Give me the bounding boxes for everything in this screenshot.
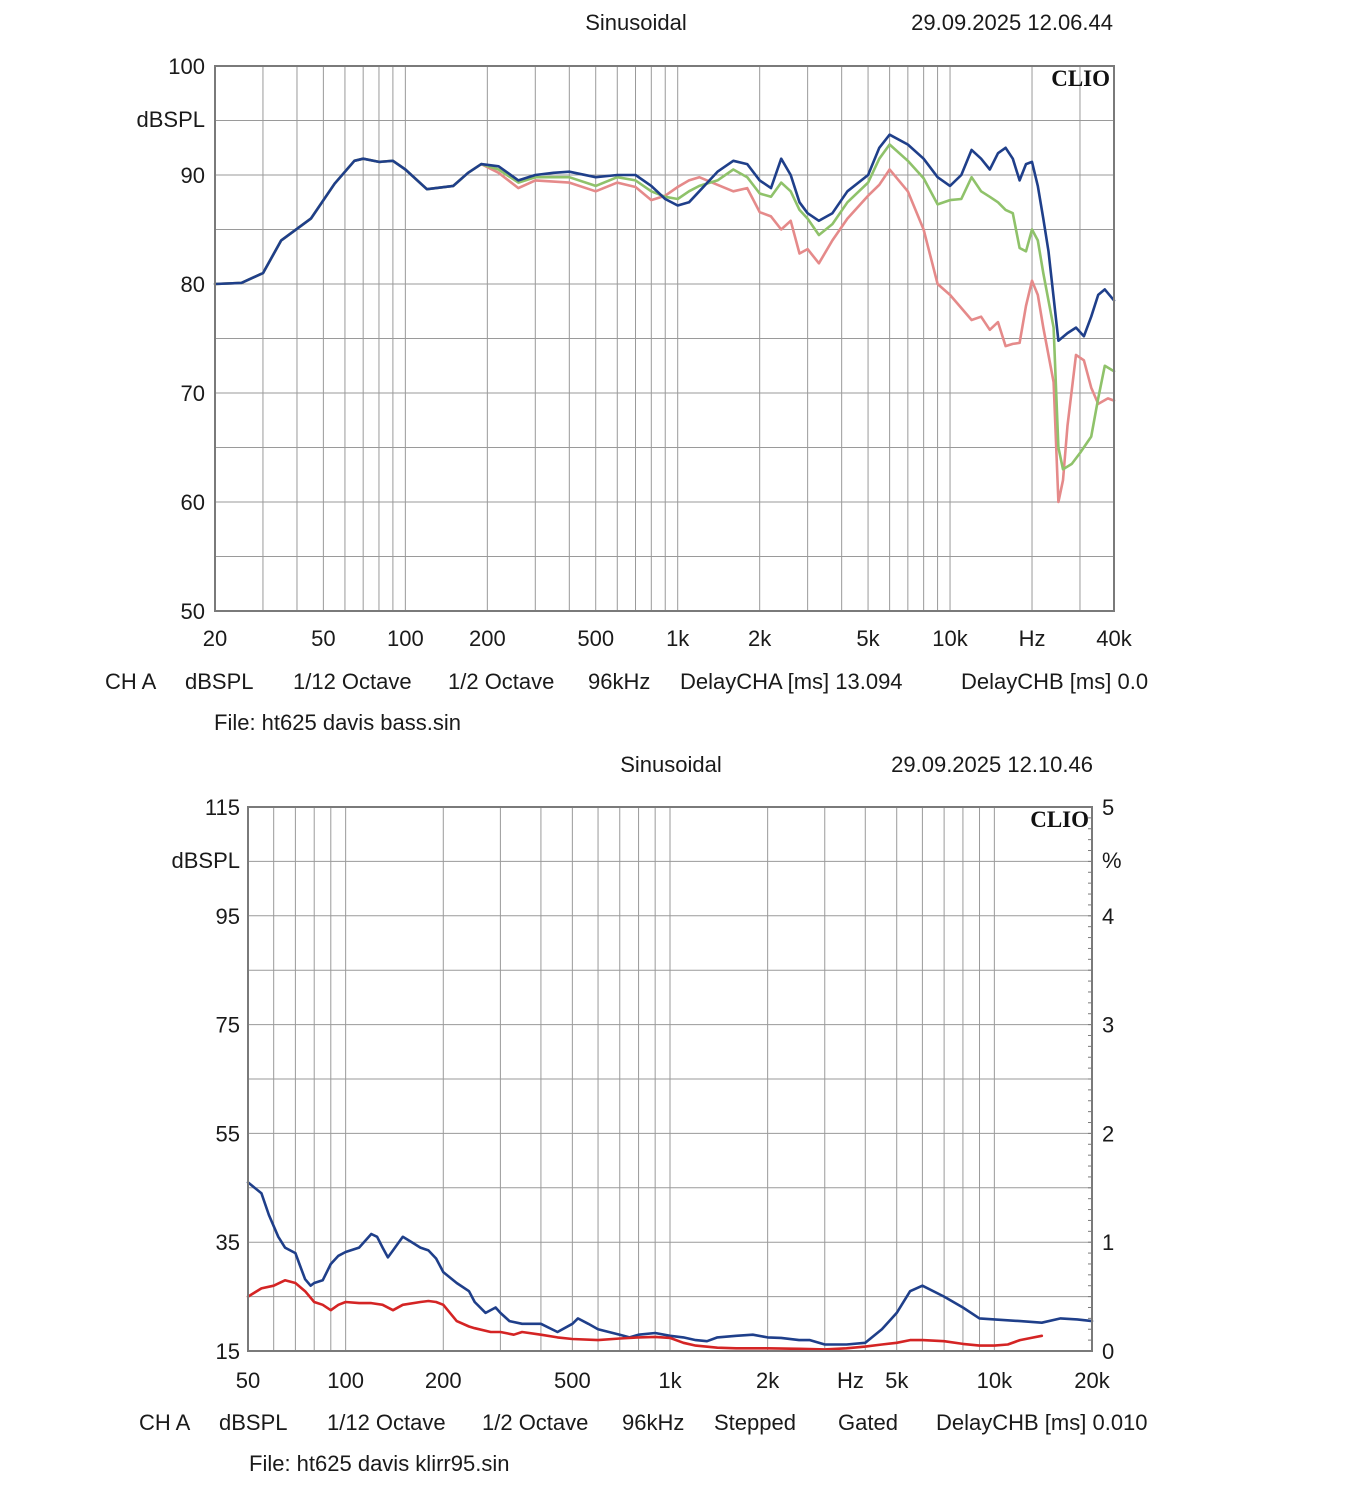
- chart2-title: Sinusoidal: [620, 752, 722, 777]
- c2-x-tick-label: 5k: [885, 1368, 909, 1393]
- c2-footer-item: Gated: [838, 1410, 898, 1435]
- chart2-y2-tick-label: 3: [1102, 1013, 1114, 1038]
- chart1-grid: [215, 66, 1114, 611]
- c1-footer-item: dBSPL: [185, 669, 254, 694]
- c2-x-tick-label: 50: [236, 1368, 260, 1393]
- chart1-footer: CH A dBSPL 1/12 Octave 1/2 Octave 96kHz Delay…: [105, 669, 1148, 694]
- c2-x-tick-label: 500: [554, 1368, 591, 1393]
- chart2-brand-logo: CLIO: [1030, 807, 1089, 832]
- distortion-chart: Sinusoidal 29.09.2025 12.10.46 CLIO 1159…: [139, 752, 1148, 1476]
- chart1-brand-logo: CLIO: [1051, 66, 1110, 91]
- c1-series-blue: [213, 133, 1116, 342]
- c1-x-tick-label: 1k: [666, 626, 690, 651]
- c2-footer-item: dBSPL: [219, 1410, 288, 1435]
- chart1-title: Sinusoidal: [585, 10, 687, 35]
- c1-x-tick-label: 50: [311, 626, 335, 651]
- c1-x-tick-label: Hz: [1019, 626, 1046, 651]
- c2-footer-item: CH A: [139, 1410, 191, 1435]
- c2-x-tick-label: 1k: [658, 1368, 682, 1393]
- chart2-y-tick-labels: 115 95 75 55 35 15: [205, 795, 240, 1364]
- chart2-file-label: File: ht625 davis klirr95.sin: [249, 1451, 509, 1476]
- chart1-y-tick-labels: 100 90 80 70 60 50: [168, 54, 205, 624]
- c1-x-tick-label: 5k: [856, 626, 880, 651]
- chart2-x-tick-labels: 50 100 200 500 1k 2k Hz 5k 10k 20k: [236, 1368, 1111, 1393]
- chart2-y2-tick-label: 2: [1102, 1121, 1114, 1146]
- c2-x-tick-label: 100: [327, 1368, 364, 1393]
- c1-x-tick-label: 10k: [932, 626, 968, 651]
- c2-x-tick-label: 200: [425, 1368, 462, 1393]
- chart2-y2-tick-label: 1: [1102, 1230, 1114, 1255]
- c2-series-red: [246, 1279, 1044, 1351]
- chart1-x-tick-labels: 20 50 100 200 500 1k 2k 5k 10k Hz 40k: [203, 626, 1133, 651]
- c1-y-tick-label: 90: [181, 163, 205, 188]
- chart1-frame: [214, 65, 1115, 612]
- c1-y-tick-label: 100: [168, 54, 205, 79]
- c1-footer-item: 1/12 Octave: [293, 669, 412, 694]
- c2-y-tick-label: 75: [216, 1013, 240, 1038]
- c1-x-tick-label: 40k: [1096, 626, 1132, 651]
- chart2-frame: [247, 806, 1093, 1352]
- c1-y-tick-label: 50: [181, 599, 205, 624]
- c2-footer-item: DelayCHB [ms] 0.010: [936, 1410, 1148, 1435]
- c1-x-tick-label: 200: [469, 626, 506, 651]
- c2-series-blue: [246, 1181, 1094, 1346]
- c1-x-tick-label: 100: [387, 626, 424, 651]
- c2-x-tick-label: 20k: [1074, 1368, 1110, 1393]
- chart1-series: [213, 133, 1116, 504]
- c1-footer-item: 1/2 Octave: [448, 669, 554, 694]
- c1-x-tick-label: 20: [203, 626, 227, 651]
- c2-y-tick-label: 95: [216, 904, 240, 929]
- c1-series-pink: [213, 157, 1116, 504]
- chart1-timestamp: 29.09.2025 12.06.44: [911, 10, 1113, 35]
- chart2-y2-tick-label: 0: [1102, 1339, 1114, 1364]
- chart1-file-label: File: ht625 davis bass.sin: [214, 710, 461, 735]
- frequency-response-chart: Sinusoidal 29.09.2025 12.06.44 CLIO 100 9…: [105, 10, 1148, 735]
- chart2-timestamp: 29.09.2025 12.10.46: [891, 752, 1093, 777]
- c1-y-tick-label: 60: [181, 490, 205, 515]
- c1-x-tick-label: 500: [577, 626, 614, 651]
- c2-y-tick-label: 35: [216, 1230, 240, 1255]
- c1-series-green: [213, 143, 1116, 471]
- chart2-grid: [248, 806, 1092, 1352]
- c2-x-tick-label: 2k: [756, 1368, 780, 1393]
- chart2-y2-tick-label: 5: [1102, 795, 1114, 820]
- c2-footer-item: 1/2 Octave: [482, 1410, 588, 1435]
- c2-y-tick-label: 55: [216, 1121, 240, 1146]
- chart2-series: [246, 1181, 1094, 1351]
- c2-footer-item: 1/12 Octave: [327, 1410, 446, 1435]
- c2-y-tick-label: 15: [216, 1339, 240, 1364]
- chart2-y2-tick-label: 4: [1102, 904, 1114, 929]
- c2-x-tick-label: Hz: [837, 1368, 864, 1393]
- chart1-y-unit: dBSPL: [137, 107, 206, 132]
- chart2-y2-tick-labels: 5 4 3 2 1 0: [1102, 795, 1114, 1364]
- chart2-y-unit: dBSPL: [172, 848, 241, 873]
- c1-y-tick-label: 80: [181, 272, 205, 297]
- c2-footer-item: 96kHz: [622, 1410, 684, 1435]
- c1-footer-item: DelayCHA [ms] 13.094: [680, 669, 903, 694]
- c1-footer-item: 96kHz: [588, 669, 650, 694]
- c2-x-tick-label: 10k: [977, 1368, 1013, 1393]
- c1-y-tick-label: 70: [181, 381, 205, 406]
- chart2-y2-unit: %: [1102, 848, 1122, 873]
- c2-footer-item: Stepped: [714, 1410, 796, 1435]
- chart2-footer: CH A dBSPL 1/12 Octave 1/2 Octave 96kHz Stepp…: [139, 1410, 1148, 1435]
- c1-x-tick-label: 2k: [748, 626, 772, 651]
- c2-y-tick-label: 115: [205, 795, 240, 820]
- c1-footer-item: DelayCHB [ms] 0.0: [961, 669, 1148, 694]
- c1-footer-item: CH A: [105, 669, 157, 694]
